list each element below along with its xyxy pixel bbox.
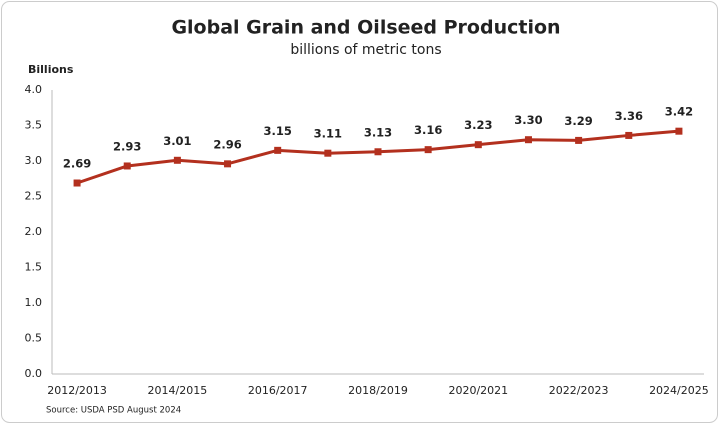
y-tick-label: 1.5: [25, 261, 43, 274]
point-marker: [123, 162, 131, 170]
value-label: 3.11: [314, 127, 342, 141]
value-label: 3.36: [615, 109, 643, 123]
point-marker: [474, 141, 482, 149]
y-tick-label: 3.5: [25, 119, 43, 132]
point-marker: [625, 131, 633, 139]
y-tick-label: 4.0: [25, 83, 43, 96]
y-tick-label: 2.0: [25, 225, 43, 238]
x-tick-label: 2016/2017: [248, 384, 308, 397]
y-tick-label: 0.5: [25, 332, 43, 345]
y-tick-label: 0.0: [25, 367, 43, 380]
x-tick-label: 2020/2021: [448, 384, 508, 397]
x-tick-label: 2018/2019: [348, 384, 408, 397]
value-label: 2.96: [213, 137, 241, 151]
point-marker: [575, 136, 583, 144]
value-label: 3.16: [414, 123, 442, 137]
value-label: 3.15: [264, 124, 292, 138]
value-label: 3.23: [464, 118, 492, 132]
point-marker: [224, 160, 232, 168]
point-marker: [73, 179, 81, 187]
y-axis-label: Billions: [28, 63, 74, 76]
chart-title: Global Grain and Oilseed Production: [171, 17, 560, 39]
point-marker: [173, 156, 181, 164]
y-tick-label: 2.5: [25, 190, 43, 203]
value-label: 3.30: [514, 113, 542, 127]
y-tick-label: 3.0: [25, 154, 43, 167]
source-note: Source: USDA PSD August 2024: [46, 406, 181, 416]
point-marker: [374, 148, 382, 156]
value-label: 3.42: [665, 105, 693, 119]
point-marker: [274, 146, 282, 154]
value-label: 2.69: [63, 157, 91, 171]
point-marker: [675, 127, 683, 135]
chart-subtitle: billions of metric tons: [290, 42, 441, 58]
point-marker: [424, 146, 432, 154]
x-tick-label: 2022/2023: [549, 384, 609, 397]
point-marker: [324, 149, 332, 157]
x-tick-label: 2024/2025: [649, 384, 709, 397]
x-tick-label: 2012/2013: [47, 384, 107, 397]
value-label: 2.93: [113, 139, 141, 153]
value-label: 3.13: [364, 125, 392, 139]
value-label: 3.29: [564, 114, 592, 128]
value-label: 3.01: [163, 134, 191, 148]
point-marker: [524, 136, 532, 144]
x-tick-label: 2014/2015: [148, 384, 208, 397]
y-tick-label: 1.0: [25, 296, 43, 309]
